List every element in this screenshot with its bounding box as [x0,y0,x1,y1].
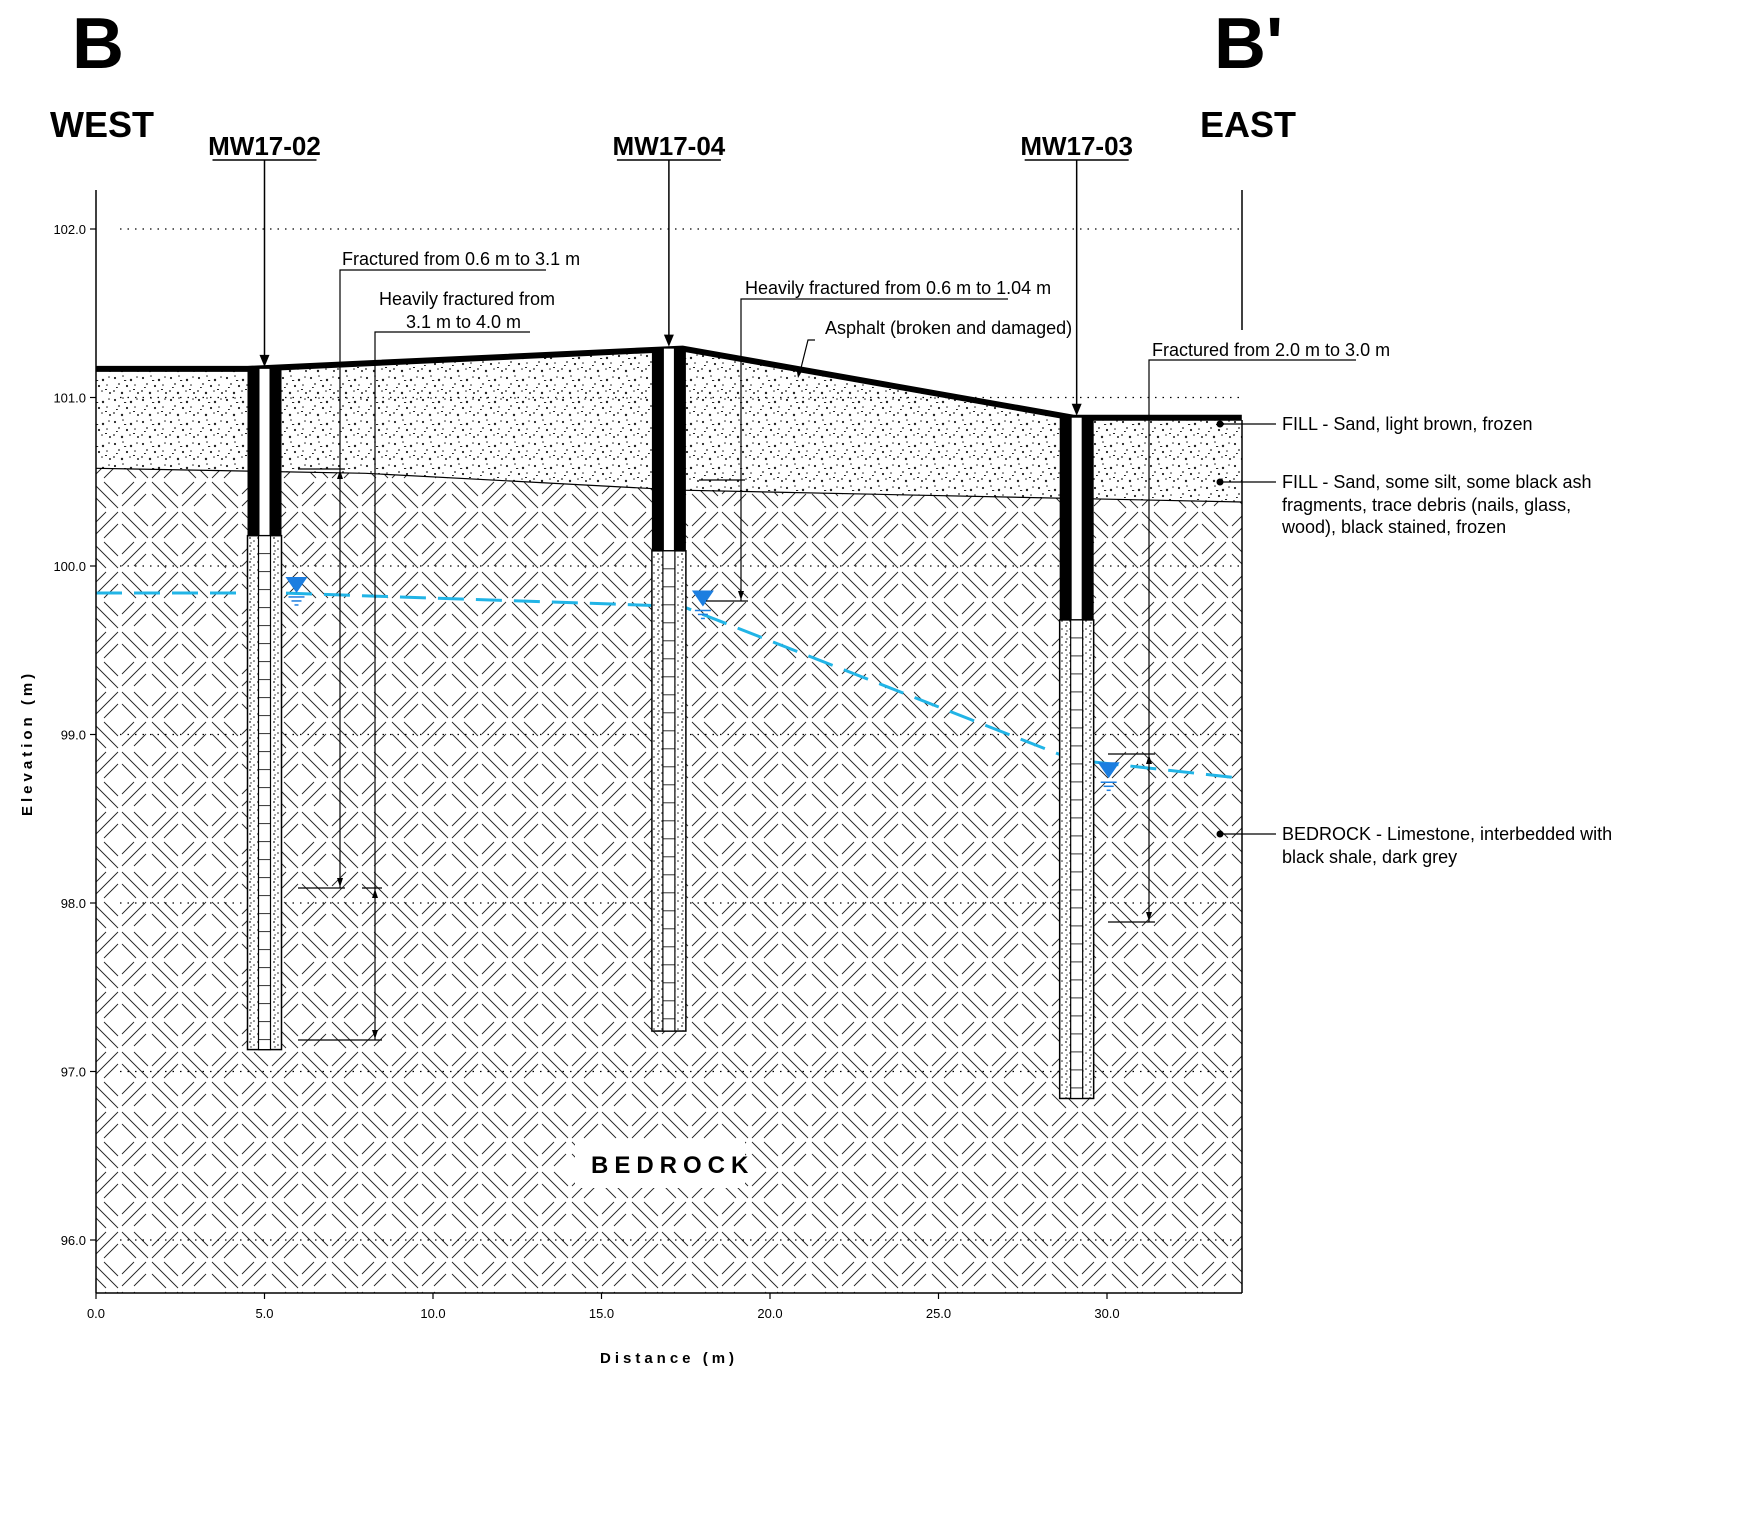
x-tick-label: 10.0 [420,1306,445,1321]
legend-fill2-dot [1216,478,1224,486]
x-axis-label: Distance (m) [600,1350,738,1367]
fractured-03-arrow-up [1146,755,1152,764]
fractured-02-arrow-down [337,878,343,887]
legend-bedrock-line1: BEDROCK - Limestone, interbedded with [1282,824,1612,844]
x-tick-label: 20.0 [757,1306,782,1321]
legend-fill2-line2: fragments, trace debris (nails, glass, [1282,495,1571,515]
fractured-02-arrow-up [337,470,343,479]
frame-lines [95,190,1243,1294]
legend-bedrock-dot [1216,830,1224,838]
water-level-triangle [285,576,308,593]
y-tick-label: 102.0 [53,222,86,237]
well-riser-pipe [1071,417,1082,620]
annotation-heavily-02-line2: 3.1 m to 4.0 m [406,312,521,332]
annotation-heavily-02-line1: Heavily fractured from [379,289,555,309]
asphalt-surface [96,345,1242,421]
annotation-asphalt: Asphalt (broken and damaged) [825,318,1072,338]
x-tick-label: 5.0 [255,1306,273,1321]
heavily-04-leader [740,298,1008,601]
x-tick-label: 0.0 [87,1306,105,1321]
annotation-heavily-04: Heavily fractured from 0.6 m to 1.04 m [745,278,1051,298]
well-riser-pipe [663,348,674,551]
y-tick-label: 98.0 [61,896,86,911]
y-tick-label: 96.0 [61,1233,86,1248]
y-axis-label: Elevation (m) [19,670,36,816]
well-screen [1070,619,1084,1100]
heavily-02-leader [374,331,530,1040]
well-riser-pipe [259,368,270,536]
legend-bedrock-line2: black shale, dark grey [1282,847,1457,867]
east-label: EAST [1200,104,1296,145]
axes: 96.0 97.0 98.0 99.0 100.0 101.0 102.0 0.0 5.0 10.… [53,222,1119,1321]
well-label: MW17-02 [208,131,321,161]
heavily-02-arrow-up [372,889,378,898]
y-tick-label: 97.0 [61,1065,86,1080]
fractured-02-leader [339,269,546,888]
legend-fill1-dot [1216,420,1224,428]
well-label: MW17-04 [613,131,726,161]
heavily-02-arrow-down [372,1030,378,1039]
legend-fill2-line1: FILL - Sand, some silt, some black ash [1282,472,1591,492]
unit-label-backdrop [575,1140,745,1188]
asphalt-arrow [796,366,804,378]
x-tick-label: 25.0 [926,1306,951,1321]
annotation-fractured-02: Fractured from 0.6 m to 3.1 m [342,249,580,269]
annotation-fractured-03: Fractured from 2.0 m to 3.0 m [1152,340,1390,360]
legend-fill1: FILL - Sand, light brown, frozen [1282,414,1532,434]
water-level-triangle [691,590,714,607]
fractured-03-leader [1148,359,1356,922]
y-tick-label: 100.0 [53,559,86,574]
asphalt-leader [799,339,815,373]
y-tick-label: 99.0 [61,728,86,743]
well-leader-arrow [1071,403,1082,416]
y-tick-label: 101.0 [53,391,86,406]
x-tick-label: 15.0 [589,1306,614,1321]
fill-base-contact [95,467,1242,503]
well-screen [257,535,272,1051]
section-start-label: B [72,4,124,84]
fractured-03-arrow-down [1146,912,1152,921]
x-tick-label: 30.0 [1094,1306,1119,1321]
unit-label-bedrock: BEDROCK [591,1152,754,1179]
well-label: MW17-03 [1020,131,1133,161]
well-leader-arrow [259,354,270,367]
well-leader-arrow [663,334,674,347]
water-level-triangle [1097,762,1120,779]
section-end-label: B' [1214,4,1283,84]
monitoring-wells: MW17-02 MW17-04 MW17-03 [208,131,1133,1100]
annotation-leaders [298,269,1356,1041]
heavily-04-arrow-down [738,591,744,600]
west-label: WEST [50,104,154,145]
legend-fill2-line3: wood), black stained, frozen [1281,517,1506,537]
